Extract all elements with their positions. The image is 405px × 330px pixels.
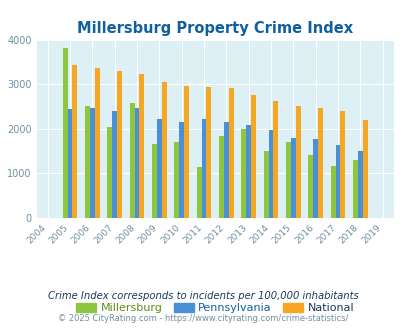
Bar: [312, 139, 318, 218]
Bar: [72, 65, 77, 218]
Bar: [357, 151, 362, 218]
Bar: [179, 121, 184, 218]
Legend: Millersburg, Pennsylvania, National: Millersburg, Pennsylvania, National: [72, 298, 358, 317]
Bar: [151, 144, 156, 218]
Bar: [184, 86, 189, 218]
Text: Crime Index corresponds to incidents per 100,000 inhabitants: Crime Index corresponds to incidents per…: [47, 291, 358, 301]
Bar: [241, 129, 245, 218]
Bar: [62, 48, 67, 218]
Bar: [196, 167, 201, 218]
Bar: [174, 142, 179, 218]
Bar: [218, 136, 223, 218]
Bar: [107, 127, 112, 218]
Bar: [273, 101, 278, 218]
Title: Millersburg Property Crime Index: Millersburg Property Crime Index: [77, 21, 352, 36]
Bar: [290, 138, 295, 218]
Bar: [206, 87, 211, 218]
Bar: [223, 121, 228, 218]
Bar: [268, 130, 273, 218]
Bar: [263, 151, 268, 218]
Bar: [90, 108, 95, 218]
Bar: [201, 119, 206, 218]
Bar: [318, 108, 322, 218]
Bar: [245, 125, 251, 218]
Bar: [139, 74, 144, 218]
Bar: [307, 154, 312, 218]
Bar: [352, 160, 357, 218]
Bar: [85, 106, 90, 218]
Bar: [335, 145, 340, 218]
Bar: [228, 88, 233, 218]
Text: © 2025 CityRating.com - https://www.cityrating.com/crime-statistics/: © 2025 CityRating.com - https://www.city…: [58, 314, 347, 323]
Bar: [285, 142, 290, 218]
Bar: [134, 108, 139, 218]
Bar: [95, 68, 100, 218]
Bar: [156, 119, 162, 218]
Bar: [362, 120, 367, 218]
Bar: [295, 106, 300, 218]
Bar: [162, 82, 166, 218]
Bar: [67, 109, 72, 218]
Bar: [112, 111, 117, 218]
Bar: [117, 71, 122, 218]
Bar: [340, 111, 345, 218]
Bar: [129, 103, 134, 218]
Bar: [251, 95, 256, 218]
Bar: [330, 166, 335, 218]
